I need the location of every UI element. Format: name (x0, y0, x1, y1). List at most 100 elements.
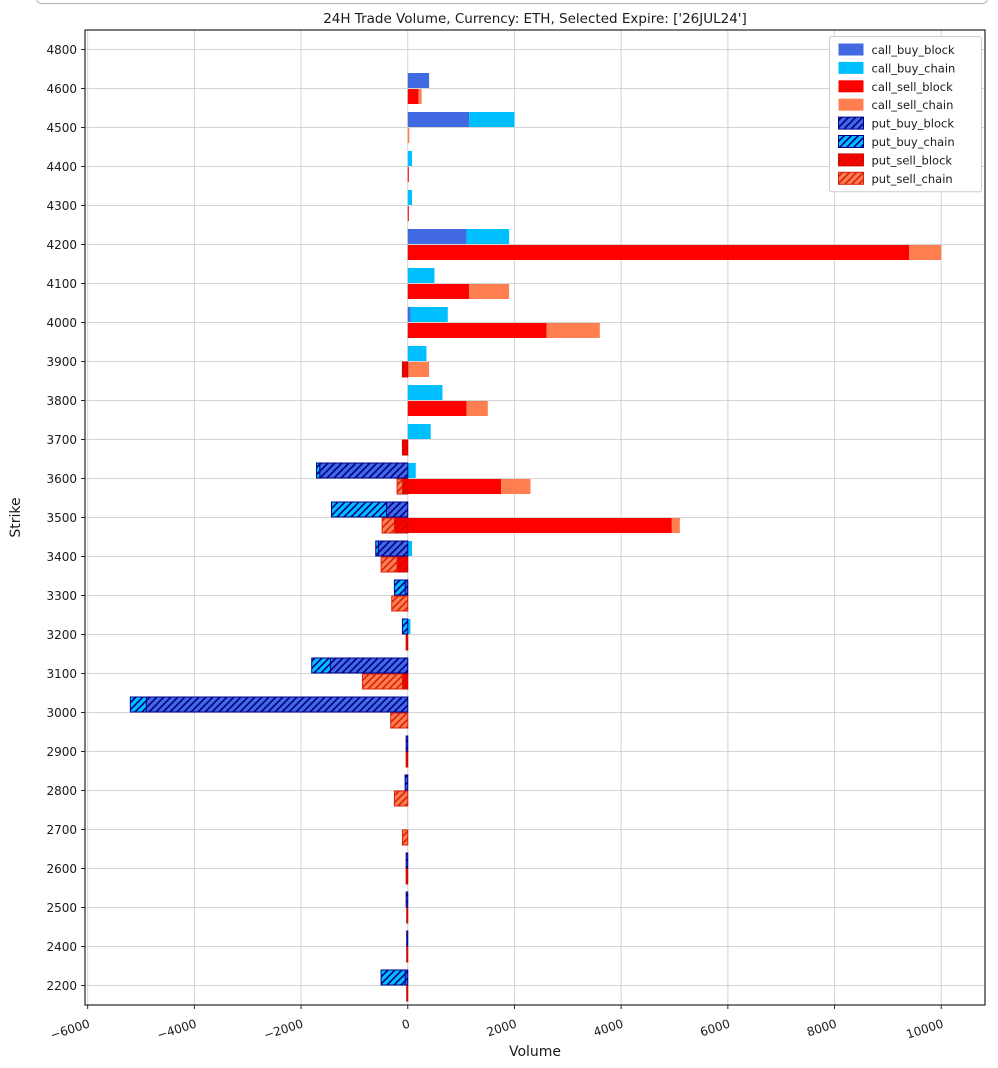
y-tick-label: 3100 (46, 667, 77, 681)
bar-put_sell_chain (396, 478, 403, 495)
legend-label-call_buy_chain: call_buy_chain (872, 61, 956, 75)
bar-call_sell_block (407, 479, 502, 494)
bar-put_sell_chain (380, 556, 398, 573)
bar-call_buy_chain (410, 307, 448, 322)
y-tick-label: 4800 (46, 43, 77, 57)
bar-call_sell_block (407, 89, 419, 104)
bar-call_sell_block (407, 206, 409, 221)
bar-put_sell_block (401, 478, 409, 495)
bar-call_sell_chain (546, 323, 600, 338)
y-tick-label: 2600 (46, 862, 77, 876)
bar-put_buy_chain (311, 657, 331, 674)
legend-label-put_sell_block: put_sell_block (872, 153, 953, 167)
bar-put_buy_block (319, 462, 409, 479)
x-tick-label: 8000 (805, 1017, 838, 1040)
y-tick-label: 4100 (46, 277, 77, 291)
bar-call_sell_chain (909, 245, 942, 260)
bar-call_buy_chain (407, 619, 411, 634)
bar-put_buy_block (405, 735, 409, 752)
bar-call_buy_chain (407, 268, 435, 283)
bar-call_sell_chain (466, 401, 488, 416)
bar-call_buy_chain (407, 541, 413, 556)
legend-label-call_buy_block: call_buy_block (872, 43, 956, 57)
y-tick-label: 3300 (46, 589, 77, 603)
bar-call_sell_block (407, 401, 467, 416)
bar-call_buy_chain (407, 190, 413, 205)
y-tick-label: 2900 (46, 745, 77, 759)
bar-put_sell_block (406, 907, 409, 924)
legend-swatch-call_sell_chain (838, 98, 864, 111)
bar-put_buy_chain (393, 579, 406, 596)
bar-put_sell_block (401, 439, 409, 456)
y-axis-label: Strike (8, 497, 24, 537)
y-tick-label: 3600 (46, 472, 77, 486)
x-tick-label: 4000 (592, 1017, 625, 1040)
x-tick-label: 10000 (905, 1017, 946, 1042)
y-tick-label: 2800 (46, 784, 77, 798)
y-tick-label: 2700 (46, 823, 77, 837)
legend-swatch-put_sell_chain (838, 171, 864, 185)
bar-put_sell_chain (391, 595, 409, 612)
y-tick-label: 3000 (46, 706, 77, 720)
bar-call_sell_block (407, 323, 547, 338)
bar-put_sell_chain (390, 712, 409, 729)
x-tick-label: −6000 (49, 1017, 92, 1043)
bar-call_buy_chain (469, 112, 515, 127)
bar-put_sell_chain (381, 517, 395, 534)
legend-swatch-put_buy_block (838, 116, 864, 130)
bar-call_sell_chain (407, 362, 430, 377)
x-tick-label: 2000 (485, 1017, 518, 1040)
bar-put_buy_chain (316, 462, 321, 479)
y-tick-label: 3800 (46, 394, 77, 408)
bar-put_buy_block (405, 852, 409, 869)
legend-label-put_buy_block: put_buy_block (872, 117, 955, 131)
legend-label-put_buy_chain: put_buy_chain (872, 135, 955, 149)
y-tick-label: 4300 (46, 199, 77, 213)
y-tick-label: 4600 (46, 82, 77, 96)
legend-swatch-call_buy_block (838, 43, 864, 56)
bar-put_sell_block (406, 946, 409, 963)
bar-put_buy_chain (380, 969, 406, 986)
bar-call_buy_chain (407, 424, 431, 439)
bar-put_sell_block (405, 751, 409, 768)
legend-swatch-call_sell_block (838, 80, 864, 93)
x-tick-label: 6000 (698, 1017, 731, 1040)
y-tick-label: 4000 (46, 316, 77, 330)
bar-put_buy_chain (330, 501, 387, 518)
y-tick-label: 2400 (46, 940, 77, 954)
bar-call_buy_chain (407, 385, 443, 400)
bar-call_sell_chain (501, 479, 531, 494)
bar-put_sell_block (396, 556, 409, 573)
x-axis-label: Volume (509, 1044, 561, 1060)
bar-put_sell_chain (401, 829, 409, 846)
bar-call_buy_chain (407, 151, 413, 166)
bar-put_sell_block (401, 673, 409, 690)
y-tick-label: 3500 (46, 511, 77, 525)
bars (129, 73, 942, 1002)
x-tick-label: −4000 (155, 1017, 198, 1043)
bar-put_sell_block (401, 361, 409, 378)
bar-put_buy_block (329, 657, 409, 674)
legend-swatch-call_buy_chain (838, 61, 864, 74)
legend: call_buy_block call_buy_chain call_sell_bl… (829, 36, 982, 193)
bar-put_sell_chain (393, 790, 409, 807)
bar-put_buy_chain (401, 618, 409, 635)
bar-put_buy_block (404, 774, 409, 791)
bar-call_sell_block (407, 167, 409, 182)
bar-call_buy_chain (407, 346, 427, 361)
bar-call_buy_block (407, 229, 467, 244)
bar-put_buy_chain (129, 696, 147, 713)
bar-call_sell_chain (671, 518, 680, 533)
y-tick-label: 2500 (46, 901, 77, 915)
y-tick-label: 3200 (46, 628, 77, 642)
x-tick-label: −2000 (262, 1017, 305, 1043)
bar-put_sell_block (406, 985, 409, 1002)
bar-put_buy_block (377, 540, 409, 557)
legend-label-call_sell_chain: call_sell_chain (872, 98, 954, 112)
y-tick-label: 4200 (46, 238, 77, 252)
y-tick-label: 4500 (46, 121, 77, 135)
bar-put_buy_block (145, 696, 409, 713)
bar-call_buy_block (407, 112, 470, 127)
bar-put_sell_chain (361, 673, 403, 690)
